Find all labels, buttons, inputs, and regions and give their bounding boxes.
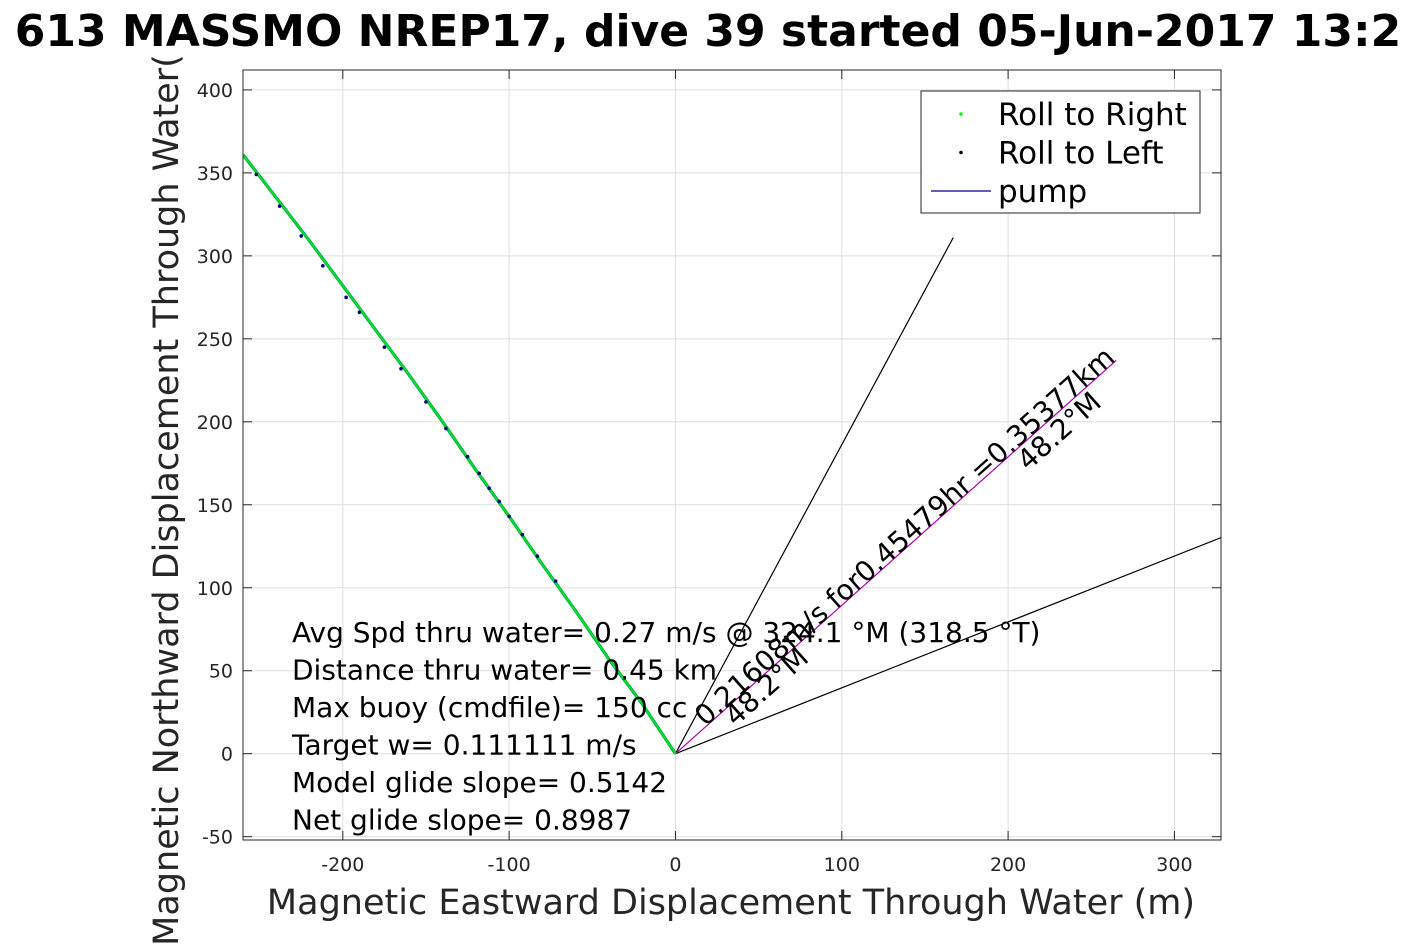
roll-left-point	[444, 426, 448, 431]
legend-entry-label: pump	[998, 174, 1087, 210]
y-tick-label: -50	[202, 827, 233, 849]
annotation-line: Avg Spd thru water= 0.27 m/s @ 324.1 °M …	[292, 616, 1040, 649]
annotation-line: Distance thru water= 0.45 km	[292, 654, 717, 687]
y-tick-label: 400	[197, 80, 233, 102]
glide-line	[674, 237, 954, 754]
y-tick-label: 350	[197, 163, 233, 185]
y-tick-label: 0	[221, 744, 233, 766]
roll-right-trace	[243, 154, 676, 755]
roll-left-point	[553, 579, 558, 583]
y-tick-label: 100	[197, 578, 233, 600]
roll-left-point	[254, 172, 259, 177]
roll-left-point	[507, 514, 511, 519]
dive-track	[243, 153, 677, 755]
y-tick-label: 200	[197, 412, 233, 434]
y-tick-label: 250	[197, 329, 233, 351]
roll-left-point	[357, 310, 362, 315]
y-axis-label: Magnetic Northward Displacement Through …	[147, 54, 187, 945]
axes-box	[242, 69, 1222, 841]
roll-left-point	[382, 345, 387, 349]
x-tick-label: -200	[321, 854, 364, 876]
x-axis-label: Magnetic Eastward Displacement Through W…	[267, 883, 1195, 923]
roll-left-point	[535, 554, 540, 559]
glide-line	[675, 536, 1221, 755]
annotation-line: Net glide slope= 0.8987	[292, 804, 632, 837]
roll-left-point	[520, 532, 525, 537]
roll-left-point	[477, 471, 481, 476]
x-tick-label: 300	[1156, 854, 1192, 876]
x-tick-label: -100	[488, 854, 531, 876]
roll-left-point	[321, 264, 325, 268]
legend-dot-swatch	[959, 150, 963, 155]
roll-left-point	[424, 400, 428, 404]
roll-left-point	[399, 366, 403, 371]
roll-left-point	[465, 454, 470, 459]
legend-entry-label: Roll to Left	[998, 136, 1164, 172]
roll-left-point	[299, 234, 304, 238]
glide-lines	[674, 237, 1221, 755]
annotation-line: Model glide slope= 0.5142	[292, 766, 667, 799]
y-tick-label: 50	[209, 661, 233, 683]
roll-left-point	[277, 204, 282, 208]
legend-entry-label: Roll to Right	[998, 97, 1187, 133]
chart-title: 613 MASSMO NREP17, dive 39 started 05-Ju…	[15, 6, 1401, 57]
legend-dot-swatch	[959, 112, 963, 116]
axis-ticks: -200 -100 0 100 200 300 -50 0 50 100 150 200 250 300 3…	[197, 70, 1221, 876]
legend-box	[920, 90, 1201, 214]
x-tick-label: 0	[669, 854, 681, 876]
roll-left-point	[497, 499, 501, 504]
annotation-line: Max buoy (cmdfile)= 150 cc	[292, 691, 687, 724]
y-tick-label: 300	[197, 246, 233, 268]
roll-left-point	[344, 295, 348, 300]
annotation-line: Target w= 0.111111 m/s	[291, 729, 637, 762]
x-tick-label: 200	[990, 854, 1026, 876]
glide-line	[675, 359, 1117, 755]
roll-left-point	[487, 486, 491, 490]
y-tick-label: 150	[197, 495, 233, 517]
annotation-text: Avg Spd thru water= 0.27 m/s @ 324.1 °M …	[291, 616, 1040, 837]
x-tick-label: 100	[824, 854, 860, 876]
